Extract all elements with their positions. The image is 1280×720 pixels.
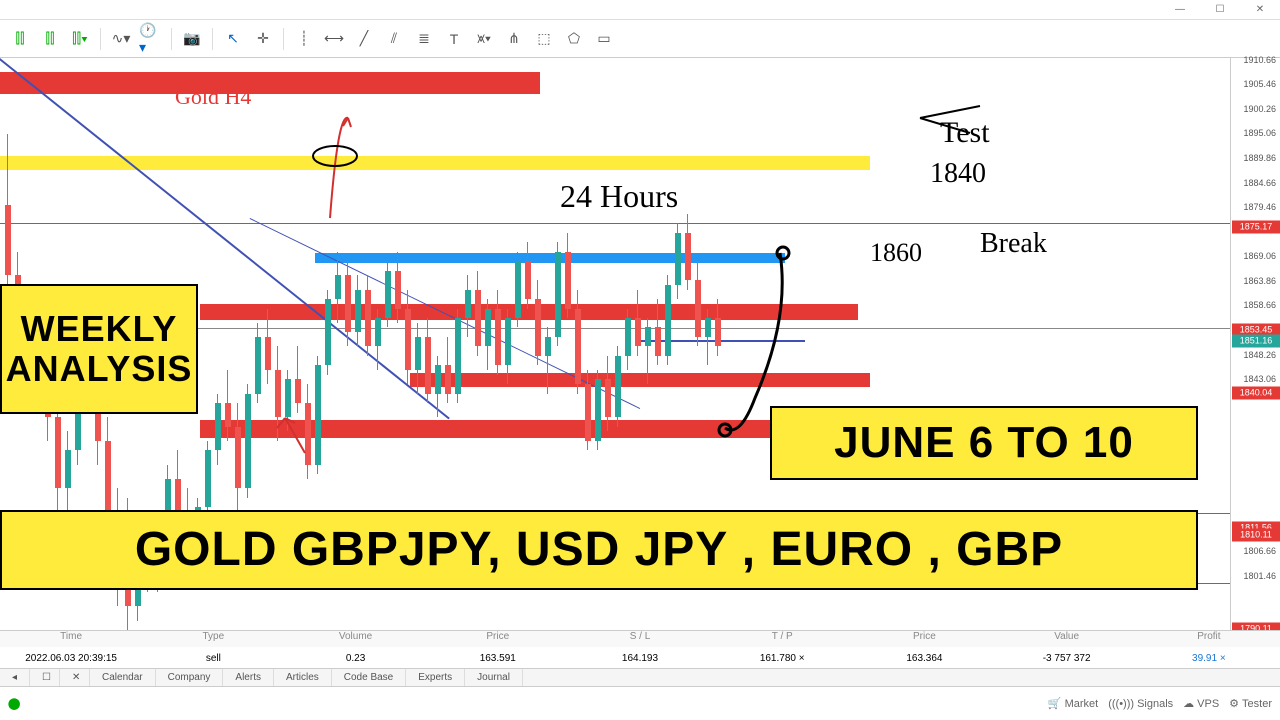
- trade-header-cell: Time: [0, 631, 142, 647]
- price-zone: [200, 304, 858, 314]
- price-tick: 1806.66: [1243, 546, 1276, 556]
- chart-canvas[interactable]: Gold H4 24 Hours Test 1840 1860 Break WEEKLY …: [0, 58, 1230, 630]
- status-vps[interactable]: ☁VPS: [1183, 697, 1219, 710]
- price-zone: [200, 420, 860, 430]
- fib-icon[interactable]: ≣: [412, 27, 436, 51]
- cursor-icon[interactable]: ↖: [221, 27, 245, 51]
- candle-tool-1-icon[interactable]: ⫿⫿: [8, 27, 32, 51]
- trend-line-icon[interactable]: ╱: [352, 27, 376, 51]
- horizontal-line-icon[interactable]: ⟷: [322, 27, 346, 51]
- line-chart-icon[interactable]: ∿▾: [109, 27, 133, 51]
- trade-header-cell: S / L: [569, 631, 711, 647]
- price-tick: 1889.86: [1243, 153, 1276, 163]
- status-market[interactable]: 🛒Market: [1048, 697, 1098, 710]
- maximize-button[interactable]: ☐: [1200, 0, 1240, 20]
- wave-icon[interactable]: ⩙▾: [472, 27, 496, 51]
- tab-close[interactable]: ✕: [60, 669, 90, 687]
- trade-header-cell: Type: [142, 631, 284, 647]
- trade-data-cell: 2022.06.03 20:39:15: [0, 653, 142, 664]
- drawing-toolbar: ⫿⫿ ⫿⫿ ⫿⫿▾ ∿▾ 🕐▾ 📷 ↖ ✛ ┊ ⟷ ╱ ⫽ ≣ T ⩙▾ ⋔ ⬚…: [0, 20, 1280, 58]
- vertical-line-icon[interactable]: ┊: [292, 27, 316, 51]
- annotation-val1840: 1840: [930, 158, 986, 190]
- tab-nav-left[interactable]: ◂: [0, 669, 30, 687]
- timeframe-icon[interactable]: 🕐▾: [139, 27, 163, 51]
- annotation-hours24: 24 Hours: [560, 178, 678, 215]
- close-button[interactable]: ✕: [1240, 0, 1280, 20]
- status-bar: ⬤ 🛒Market (((•)))Signals ☁VPS ⚙Tester: [0, 686, 1280, 720]
- crosshair-icon[interactable]: ✛: [251, 27, 275, 51]
- trade-data-cell: 163.364: [853, 653, 995, 664]
- price-axis: 1910.66 1905.46 1900.26 1895.06 1889.86 1884.…: [1230, 58, 1280, 630]
- tab-journal[interactable]: Journal: [465, 669, 523, 687]
- price-tick: 1801.46: [1243, 571, 1276, 581]
- annotation-break: Break: [980, 228, 1047, 260]
- trade-data-cell: 164.193: [569, 653, 711, 664]
- trade-header-cell: Price: [853, 631, 995, 647]
- annotation-test: Test: [940, 116, 990, 150]
- trade-data-cell: -3 757 372: [996, 653, 1138, 664]
- annotation-val1860: 1860: [870, 238, 922, 268]
- text-icon[interactable]: T: [442, 27, 466, 51]
- tab-calendar[interactable]: Calendar: [90, 669, 156, 687]
- tab-experts[interactable]: Experts: [406, 669, 465, 687]
- price-zone: [200, 430, 860, 438]
- annotation-gold_h4: Gold H4: [175, 84, 251, 110]
- tab-alerts[interactable]: Alerts: [223, 669, 274, 687]
- price-marker: 1851.16: [1232, 334, 1280, 347]
- trade-header-cell: Profit: [1138, 631, 1280, 647]
- status-tester[interactable]: ⚙Tester: [1229, 697, 1272, 710]
- price-zone: [410, 373, 870, 387]
- price-tick: 1843.06: [1243, 374, 1276, 384]
- minimize-button[interactable]: —: [1160, 0, 1200, 20]
- price-tick: 1848.26: [1243, 350, 1276, 360]
- price-zone: [200, 314, 858, 320]
- price-zone: [0, 72, 540, 94]
- trade-data-cell: 39.91 ×: [1138, 653, 1280, 664]
- overlay-pairs: GOLD GBPJPY, USD JPY , EURO , GBP: [0, 510, 1198, 590]
- trade-header-cell: Value: [996, 631, 1138, 647]
- status-signals[interactable]: (((•)))Signals: [1108, 698, 1173, 710]
- gann-icon[interactable]: ⬚: [532, 27, 556, 51]
- candle-tool-3-icon[interactable]: ⫿⫿▾: [68, 27, 92, 51]
- trade-header-cell: T / P: [711, 631, 853, 647]
- window-titlebar: — ☐ ✕: [0, 0, 1280, 20]
- price-zone: [315, 253, 785, 263]
- overlay-daterange: JUNE 6 TO 10: [770, 406, 1198, 480]
- price-tick: 1895.06: [1243, 128, 1276, 138]
- trade-header-cell: Price: [427, 631, 569, 647]
- channel-icon[interactable]: ⫽: [382, 27, 406, 51]
- price-tick: 1910.66: [1243, 55, 1276, 65]
- candle-tool-2-icon[interactable]: ⫿⫿: [38, 27, 62, 51]
- bottom-tabs: ◂ ☐ ✕ CalendarCompanyAlertsArticlesCode …: [0, 668, 1280, 686]
- price-tick: 1863.86: [1243, 276, 1276, 286]
- trade-header-cell: Volume: [284, 631, 426, 647]
- price-tick: 1884.66: [1243, 178, 1276, 188]
- price-tick: 1858.66: [1243, 300, 1276, 310]
- trade-data-cell: 0.23: [284, 653, 426, 664]
- tab-code-base[interactable]: Code Base: [332, 669, 406, 687]
- horizontal-line: [0, 223, 1230, 224]
- overlay-weekly: WEEKLY ANALYSIS: [0, 284, 198, 414]
- trade-data-cell: sell: [142, 653, 284, 664]
- tab-company[interactable]: Company: [156, 669, 224, 687]
- camera-icon[interactable]: 📷: [180, 27, 204, 51]
- price-tick: 1905.46: [1243, 79, 1276, 89]
- price-marker: 1810.11: [1232, 528, 1280, 541]
- price-marker: 1840.04: [1232, 387, 1280, 400]
- pitchfork-icon[interactable]: ⋔: [502, 27, 526, 51]
- price-tick: 1900.26: [1243, 104, 1276, 114]
- trade-data-cell: 163.591: [427, 653, 569, 664]
- mql5-icon[interactable]: ⬤: [8, 697, 20, 710]
- rect-icon[interactable]: ▭: [592, 27, 616, 51]
- price-tick: 1879.46: [1243, 202, 1276, 212]
- price-marker: 1875.17: [1232, 221, 1280, 234]
- trade-data-cell: 161.780 ×: [711, 653, 853, 664]
- price-tick: 1869.06: [1243, 251, 1276, 261]
- tab-box[interactable]: ☐: [30, 669, 60, 687]
- shapes-icon[interactable]: ⬠: [562, 27, 586, 51]
- trade-panel: TimeTypeVolumePriceS / LT / PPriceValueP…: [0, 630, 1280, 668]
- tab-articles[interactable]: Articles: [274, 669, 332, 687]
